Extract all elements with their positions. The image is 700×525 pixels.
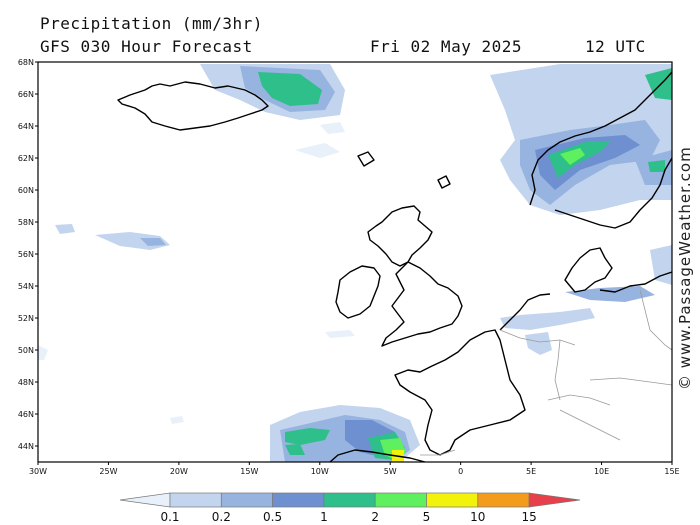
precip-area-atlantic-core bbox=[140, 238, 166, 246]
longitude-ticks: 30W 25W 20W 15W 10W 5W 0 5E 10E 15E bbox=[29, 462, 680, 476]
lon-tick-label: 15W bbox=[240, 467, 258, 476]
lat-tick-label: 62N bbox=[18, 154, 34, 163]
lat-tick-label: 44N bbox=[18, 442, 34, 451]
coast-england bbox=[381, 261, 463, 347]
scale-swatch bbox=[426, 492, 479, 508]
map-frame bbox=[37, 61, 673, 463]
lon-tick-label: 5E bbox=[526, 467, 536, 476]
precip-area-iceland-max bbox=[258, 72, 322, 106]
lat-tick-label: 60N bbox=[18, 186, 34, 195]
coast-norway bbox=[529, 71, 672, 206]
scale-swatch bbox=[272, 492, 325, 508]
precip-areas bbox=[38, 64, 672, 462]
map-title: Precipitation (mm/3hr) bbox=[40, 14, 263, 33]
precip-area-scatter-4 bbox=[325, 330, 355, 338]
lat-tick-label: 48N bbox=[18, 378, 34, 387]
lat-tick-label: 46N bbox=[18, 410, 34, 419]
precip-area-germany bbox=[565, 286, 655, 302]
scale-label: 1 bbox=[320, 510, 328, 524]
forecast-time: 12 UTC bbox=[585, 37, 646, 56]
lon-tick-label: 15E bbox=[664, 467, 679, 476]
coast-spain bbox=[329, 449, 426, 462]
precip-area-scatter-1 bbox=[295, 143, 340, 158]
lat-tick-label: 58N bbox=[18, 218, 34, 227]
border-france-germany bbox=[554, 339, 561, 401]
lon-tick-label: 30W bbox=[29, 467, 47, 476]
coastlines bbox=[117, 71, 672, 462]
border-switzerland bbox=[547, 394, 611, 406]
lat-tick-label: 52N bbox=[18, 314, 34, 323]
map-area bbox=[38, 64, 672, 462]
precip-area-atlantic-2 bbox=[55, 224, 75, 234]
lat-tick-label: 68N bbox=[18, 58, 34, 67]
scale-swatch bbox=[220, 492, 273, 508]
coast-faroe bbox=[357, 151, 375, 167]
precip-area-east bbox=[650, 245, 672, 285]
precip-area-scandinavia-core bbox=[535, 135, 640, 190]
lat-tick-label: 64N bbox=[18, 122, 34, 131]
scale-swatch-max bbox=[528, 492, 581, 508]
lon-tick-label: 0 bbox=[458, 467, 463, 476]
precip-area-scandinavia-peak bbox=[560, 148, 585, 165]
lon-tick-label: 20W bbox=[170, 467, 188, 476]
precip-area-biscay-west-2 bbox=[285, 444, 305, 455]
lon-tick-label: 25W bbox=[99, 467, 117, 476]
precip-area-scatter-5 bbox=[170, 416, 184, 424]
scale-label: 10 bbox=[470, 510, 485, 524]
scale-swatch bbox=[169, 492, 222, 508]
scale-swatch-min bbox=[119, 492, 171, 508]
precip-area-scatter-2 bbox=[320, 122, 345, 134]
coast-netherlands bbox=[499, 293, 551, 331]
scale-label: 2 bbox=[371, 510, 379, 524]
coast-denmark bbox=[564, 247, 613, 293]
precip-area-sweden-core bbox=[648, 160, 665, 172]
border-germany-poland bbox=[639, 289, 672, 351]
scale-label: 5 bbox=[423, 510, 431, 524]
forecast-subtitle: GFS 030 Hour Forecast bbox=[40, 37, 253, 56]
precip-area-scatter-3 bbox=[38, 345, 48, 360]
scale-label: 15 bbox=[521, 510, 536, 524]
lon-tick-label: 5W bbox=[384, 467, 397, 476]
border-italy bbox=[559, 409, 621, 441]
scale-label: 0.1 bbox=[160, 510, 179, 524]
scale-swatch bbox=[374, 492, 427, 508]
coast-germany-baltic bbox=[599, 271, 672, 293]
scale-label: 0.5 bbox=[263, 510, 282, 524]
lon-tick-label: 10E bbox=[594, 467, 609, 476]
lat-tick-label: 56N bbox=[18, 250, 34, 259]
coast-scotland bbox=[367, 205, 433, 267]
lat-tick-label: 66N bbox=[18, 90, 34, 99]
precip-area-biscay-west bbox=[285, 428, 330, 445]
scale-swatch bbox=[323, 492, 376, 508]
forecast-date: Fri 02 May 2025 bbox=[370, 37, 522, 56]
copyright-credit: © www.PassageWeather.com bbox=[676, 146, 694, 390]
coast-iceland bbox=[117, 81, 269, 131]
country-borders bbox=[420, 289, 672, 456]
latitude-ticks: 68N 66N 64N 62N 60N 58N 56N 54N 52N 50N 48N 46N 44N bbox=[18, 58, 38, 451]
border-pyrenees bbox=[420, 449, 456, 456]
border-austria bbox=[589, 377, 672, 386]
lat-tick-label: 54N bbox=[18, 282, 34, 291]
coast-ireland bbox=[335, 265, 381, 319]
lat-tick-label: 50N bbox=[18, 346, 34, 355]
coast-shetland bbox=[437, 175, 451, 189]
coast-sweden bbox=[554, 157, 672, 229]
precip-area-benelux bbox=[500, 308, 595, 330]
border-benelux bbox=[499, 329, 576, 346]
coast-france bbox=[394, 329, 526, 456]
scale-swatch bbox=[477, 492, 530, 508]
lon-tick-label: 10W bbox=[311, 467, 329, 476]
precip-area-scandinavia-max bbox=[548, 142, 610, 178]
precip-area-france-ne bbox=[525, 332, 552, 355]
color-scale: 0.1 0.2 0.5 1 2 5 10 15 bbox=[119, 492, 581, 524]
precip-area-north-norway bbox=[645, 68, 672, 100]
scale-label: 0.2 bbox=[212, 510, 231, 524]
